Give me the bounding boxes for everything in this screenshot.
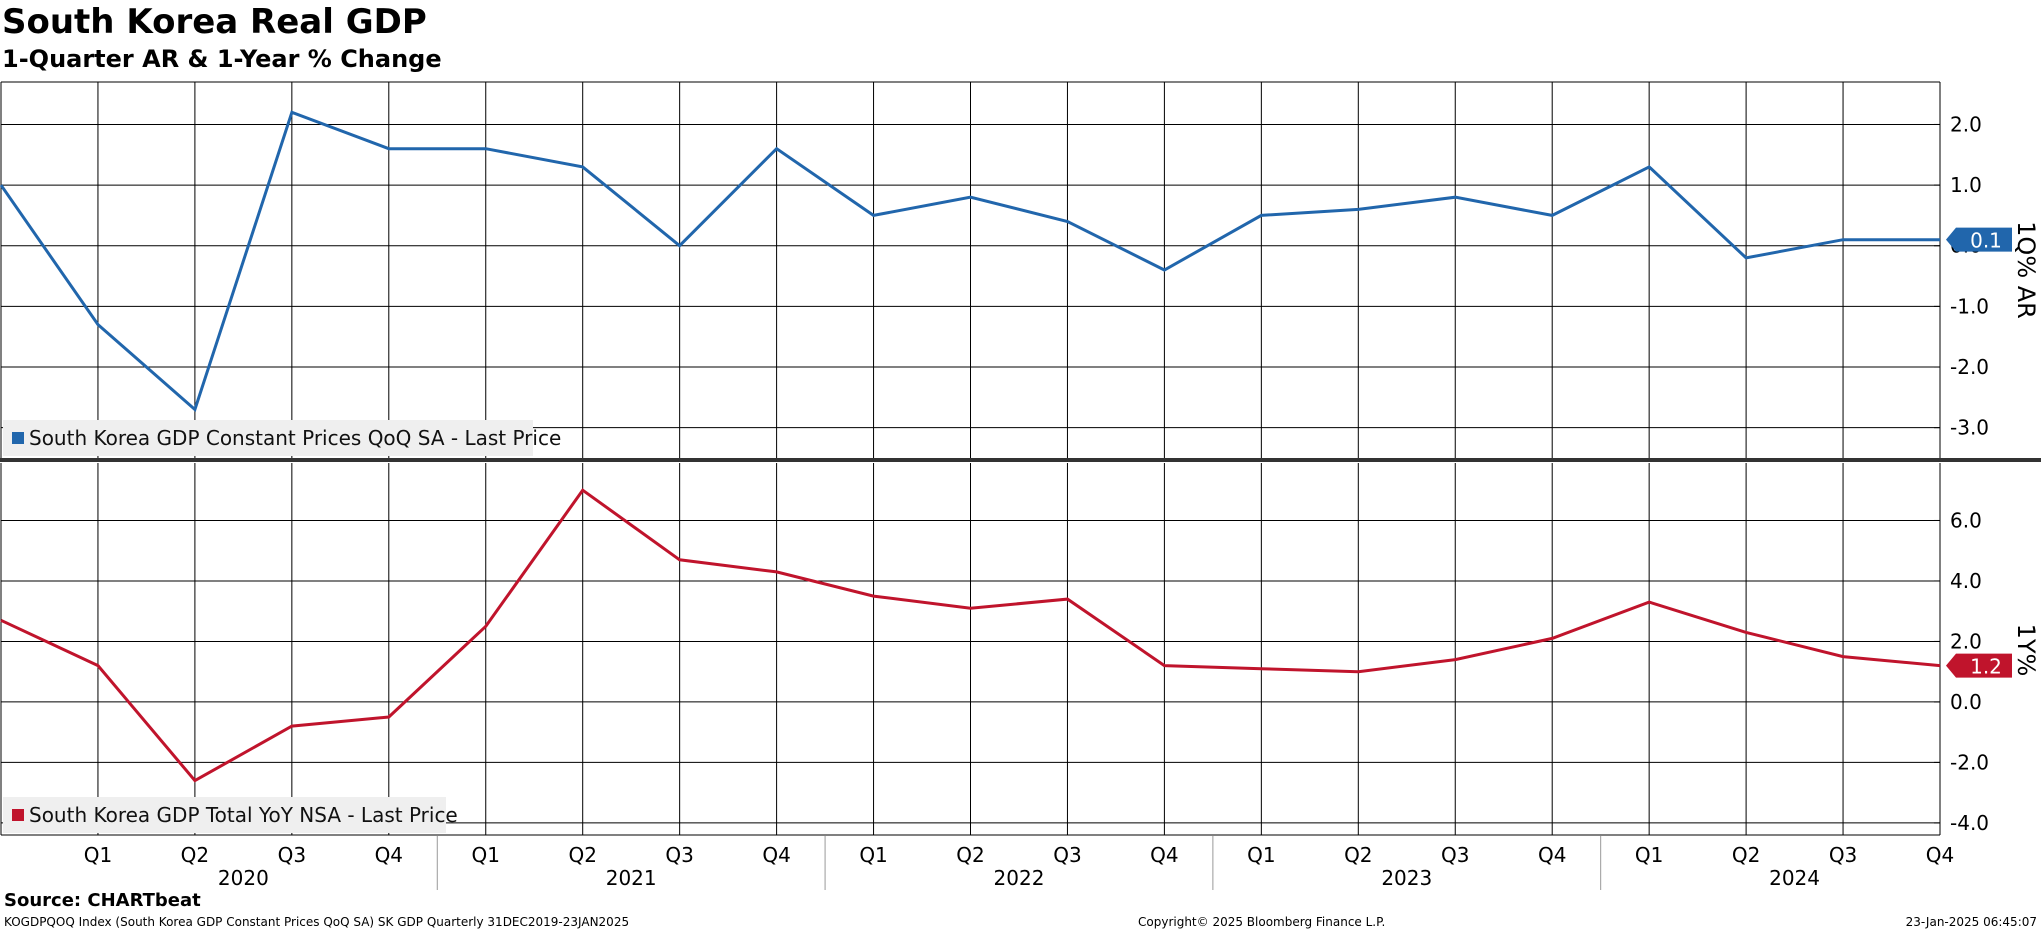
legend-swatch <box>12 809 24 821</box>
x-tick-label: Q1 <box>472 843 500 867</box>
y-tick-label: 6.0 <box>1950 508 1982 532</box>
x-tick-label: Q2 <box>568 843 596 867</box>
x-year-label: 2021 <box>606 866 657 890</box>
qoq-last-value-marker <box>1946 227 2012 252</box>
x-tick-label: Q3 <box>665 843 693 867</box>
x-tick-label: Q3 <box>1829 843 1857 867</box>
y-axis-label-yoy: 1Y% <box>2012 624 2040 677</box>
legend-label: South Korea GDP Constant Prices QoQ SA -… <box>29 426 561 450</box>
legend-swatch <box>12 432 24 444</box>
y-tick-label: -3.0 <box>1950 416 1989 440</box>
y-tick-label: -2.0 <box>1950 750 1989 774</box>
x-tick-label: Q4 <box>1926 843 1954 867</box>
copyright: Copyright© 2025 Bloomberg Finance L.P. <box>1138 915 1386 929</box>
x-tick-label: Q1 <box>859 843 887 867</box>
legend-box <box>3 420 533 456</box>
source-note: Source: CHARTbeat <box>4 890 201 911</box>
x-tick-label: Q4 <box>762 843 790 867</box>
legend-label: South Korea GDP Total YoY NSA - Last Pri… <box>29 803 458 827</box>
x-tick-label: Q1 <box>1247 843 1275 867</box>
yoy-series-line <box>0 488 1941 783</box>
x-tick-label: Q2 <box>1732 843 1760 867</box>
x-tick-label: Q1 <box>84 843 112 867</box>
x-tick-label: Q4 <box>375 843 403 867</box>
y-tick-label: -1.0 <box>1950 294 1989 318</box>
index-info: KOGDPQOQ Index (South Korea GDP Constant… <box>4 915 630 929</box>
chart-title: South Korea Real GDP <box>2 2 427 42</box>
y-tick-label: 2.0 <box>1950 112 1982 136</box>
qoq-series-line <box>0 110 1940 413</box>
y-tick-label: -2.0 <box>1950 355 1989 379</box>
legend-box <box>3 797 446 833</box>
y-tick-label: 2.0 <box>1950 629 1982 653</box>
x-tick-label: Q2 <box>1344 843 1372 867</box>
qoq-last-value: 0.1 <box>1970 229 2002 253</box>
x-tick-label: Q3 <box>278 843 306 867</box>
y-tick-label: 1.0 <box>1950 173 1982 197</box>
y-tick-label: 0.0 <box>1950 690 1982 714</box>
x-tick-label: Q4 <box>1150 843 1178 867</box>
x-tick-label: Q2 <box>956 843 984 867</box>
x-tick-label: Q4 <box>1538 843 1566 867</box>
x-year-label: 2024 <box>1769 866 1820 890</box>
y-tick-label: 4.0 <box>1950 569 1982 593</box>
y-tick-label: -4.0 <box>1950 811 1989 835</box>
x-year-label: 2023 <box>1381 866 1432 890</box>
yoy-last-value: 1.2 <box>1970 655 2002 679</box>
chart-subtitle: 1-Quarter AR & 1-Year % Change <box>2 45 442 73</box>
x-year-label: 2020 <box>218 866 269 890</box>
x-year-label: 2022 <box>994 866 1045 890</box>
x-tick-label: Q1 <box>1635 843 1663 867</box>
x-tick-label: Q3 <box>1053 843 1081 867</box>
yoy-last-value-marker <box>1946 653 2012 678</box>
x-tick-label: Q2 <box>181 843 209 867</box>
y-axis-label-qoq: 1Q% AR <box>2012 221 2040 319</box>
timestamp: 23-Jan-2025 06:45:07 <box>1905 915 2037 929</box>
x-tick-label: Q3 <box>1441 843 1469 867</box>
